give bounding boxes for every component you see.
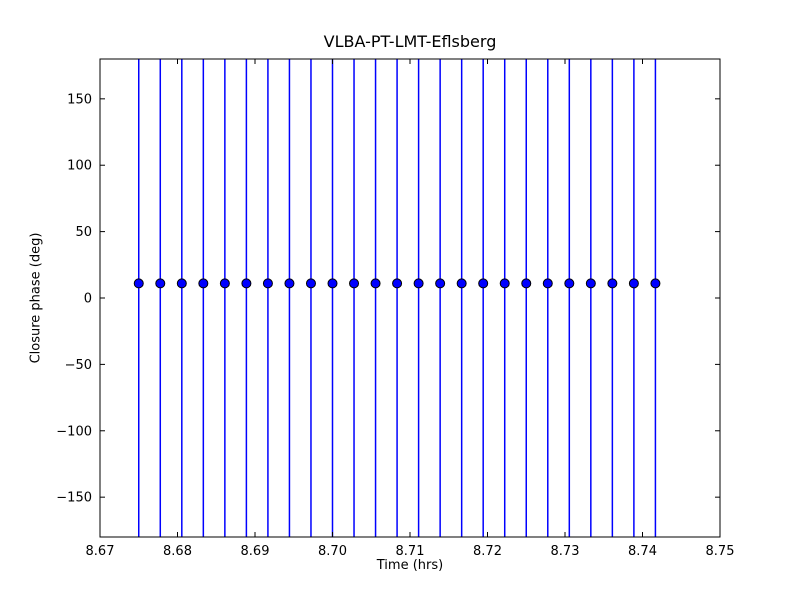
data-point bbox=[176, 278, 187, 289]
data-point bbox=[564, 278, 575, 289]
x-tick-label: 8.73 bbox=[551, 544, 580, 559]
data-point bbox=[370, 278, 381, 289]
data-point bbox=[392, 278, 403, 289]
data-point bbox=[219, 278, 230, 289]
data-point bbox=[521, 278, 532, 289]
data-point bbox=[542, 278, 553, 289]
y-tick-label: −100 bbox=[56, 424, 92, 439]
chart-title: VLBA-PT-LMT-Eflsberg bbox=[323, 32, 497, 51]
data-point bbox=[650, 278, 661, 289]
data-point bbox=[607, 278, 618, 289]
y-tick-label: −150 bbox=[56, 491, 92, 506]
data-point bbox=[499, 278, 510, 289]
data-point bbox=[628, 278, 639, 289]
x-tick-label: 8.71 bbox=[396, 544, 425, 559]
y-axis-label: Closure phase (deg) bbox=[28, 232, 44, 364]
y-tick-label: 150 bbox=[67, 92, 92, 107]
data-point bbox=[305, 278, 316, 289]
x-tick-label: 8.72 bbox=[473, 544, 502, 559]
data-point bbox=[155, 278, 166, 289]
x-tick-label: 8.74 bbox=[628, 544, 657, 559]
data-point bbox=[456, 278, 467, 289]
data-point bbox=[478, 278, 489, 289]
x-axis-label: Time (hrs) bbox=[376, 558, 444, 573]
data-point bbox=[284, 278, 295, 289]
data-point bbox=[585, 278, 596, 289]
data-point bbox=[435, 278, 446, 289]
data-point bbox=[241, 278, 252, 289]
data-point bbox=[198, 278, 209, 289]
data-point bbox=[262, 278, 273, 289]
x-tick-label: 8.70 bbox=[318, 544, 347, 559]
x-tick-label: 8.75 bbox=[706, 544, 735, 559]
data-point bbox=[327, 278, 338, 289]
data-point bbox=[133, 278, 144, 289]
x-tick-label: 8.67 bbox=[86, 544, 115, 559]
axes-frame bbox=[99, 58, 721, 538]
y-tick-label: −50 bbox=[65, 358, 92, 373]
y-tick-label: 50 bbox=[75, 225, 92, 240]
y-tick-label: 0 bbox=[84, 292, 92, 307]
data-point bbox=[349, 278, 360, 289]
data-point bbox=[413, 278, 424, 289]
y-tick-label: 100 bbox=[67, 159, 92, 174]
x-tick-label: 8.68 bbox=[163, 544, 192, 559]
x-tick-label: 8.69 bbox=[241, 544, 270, 559]
